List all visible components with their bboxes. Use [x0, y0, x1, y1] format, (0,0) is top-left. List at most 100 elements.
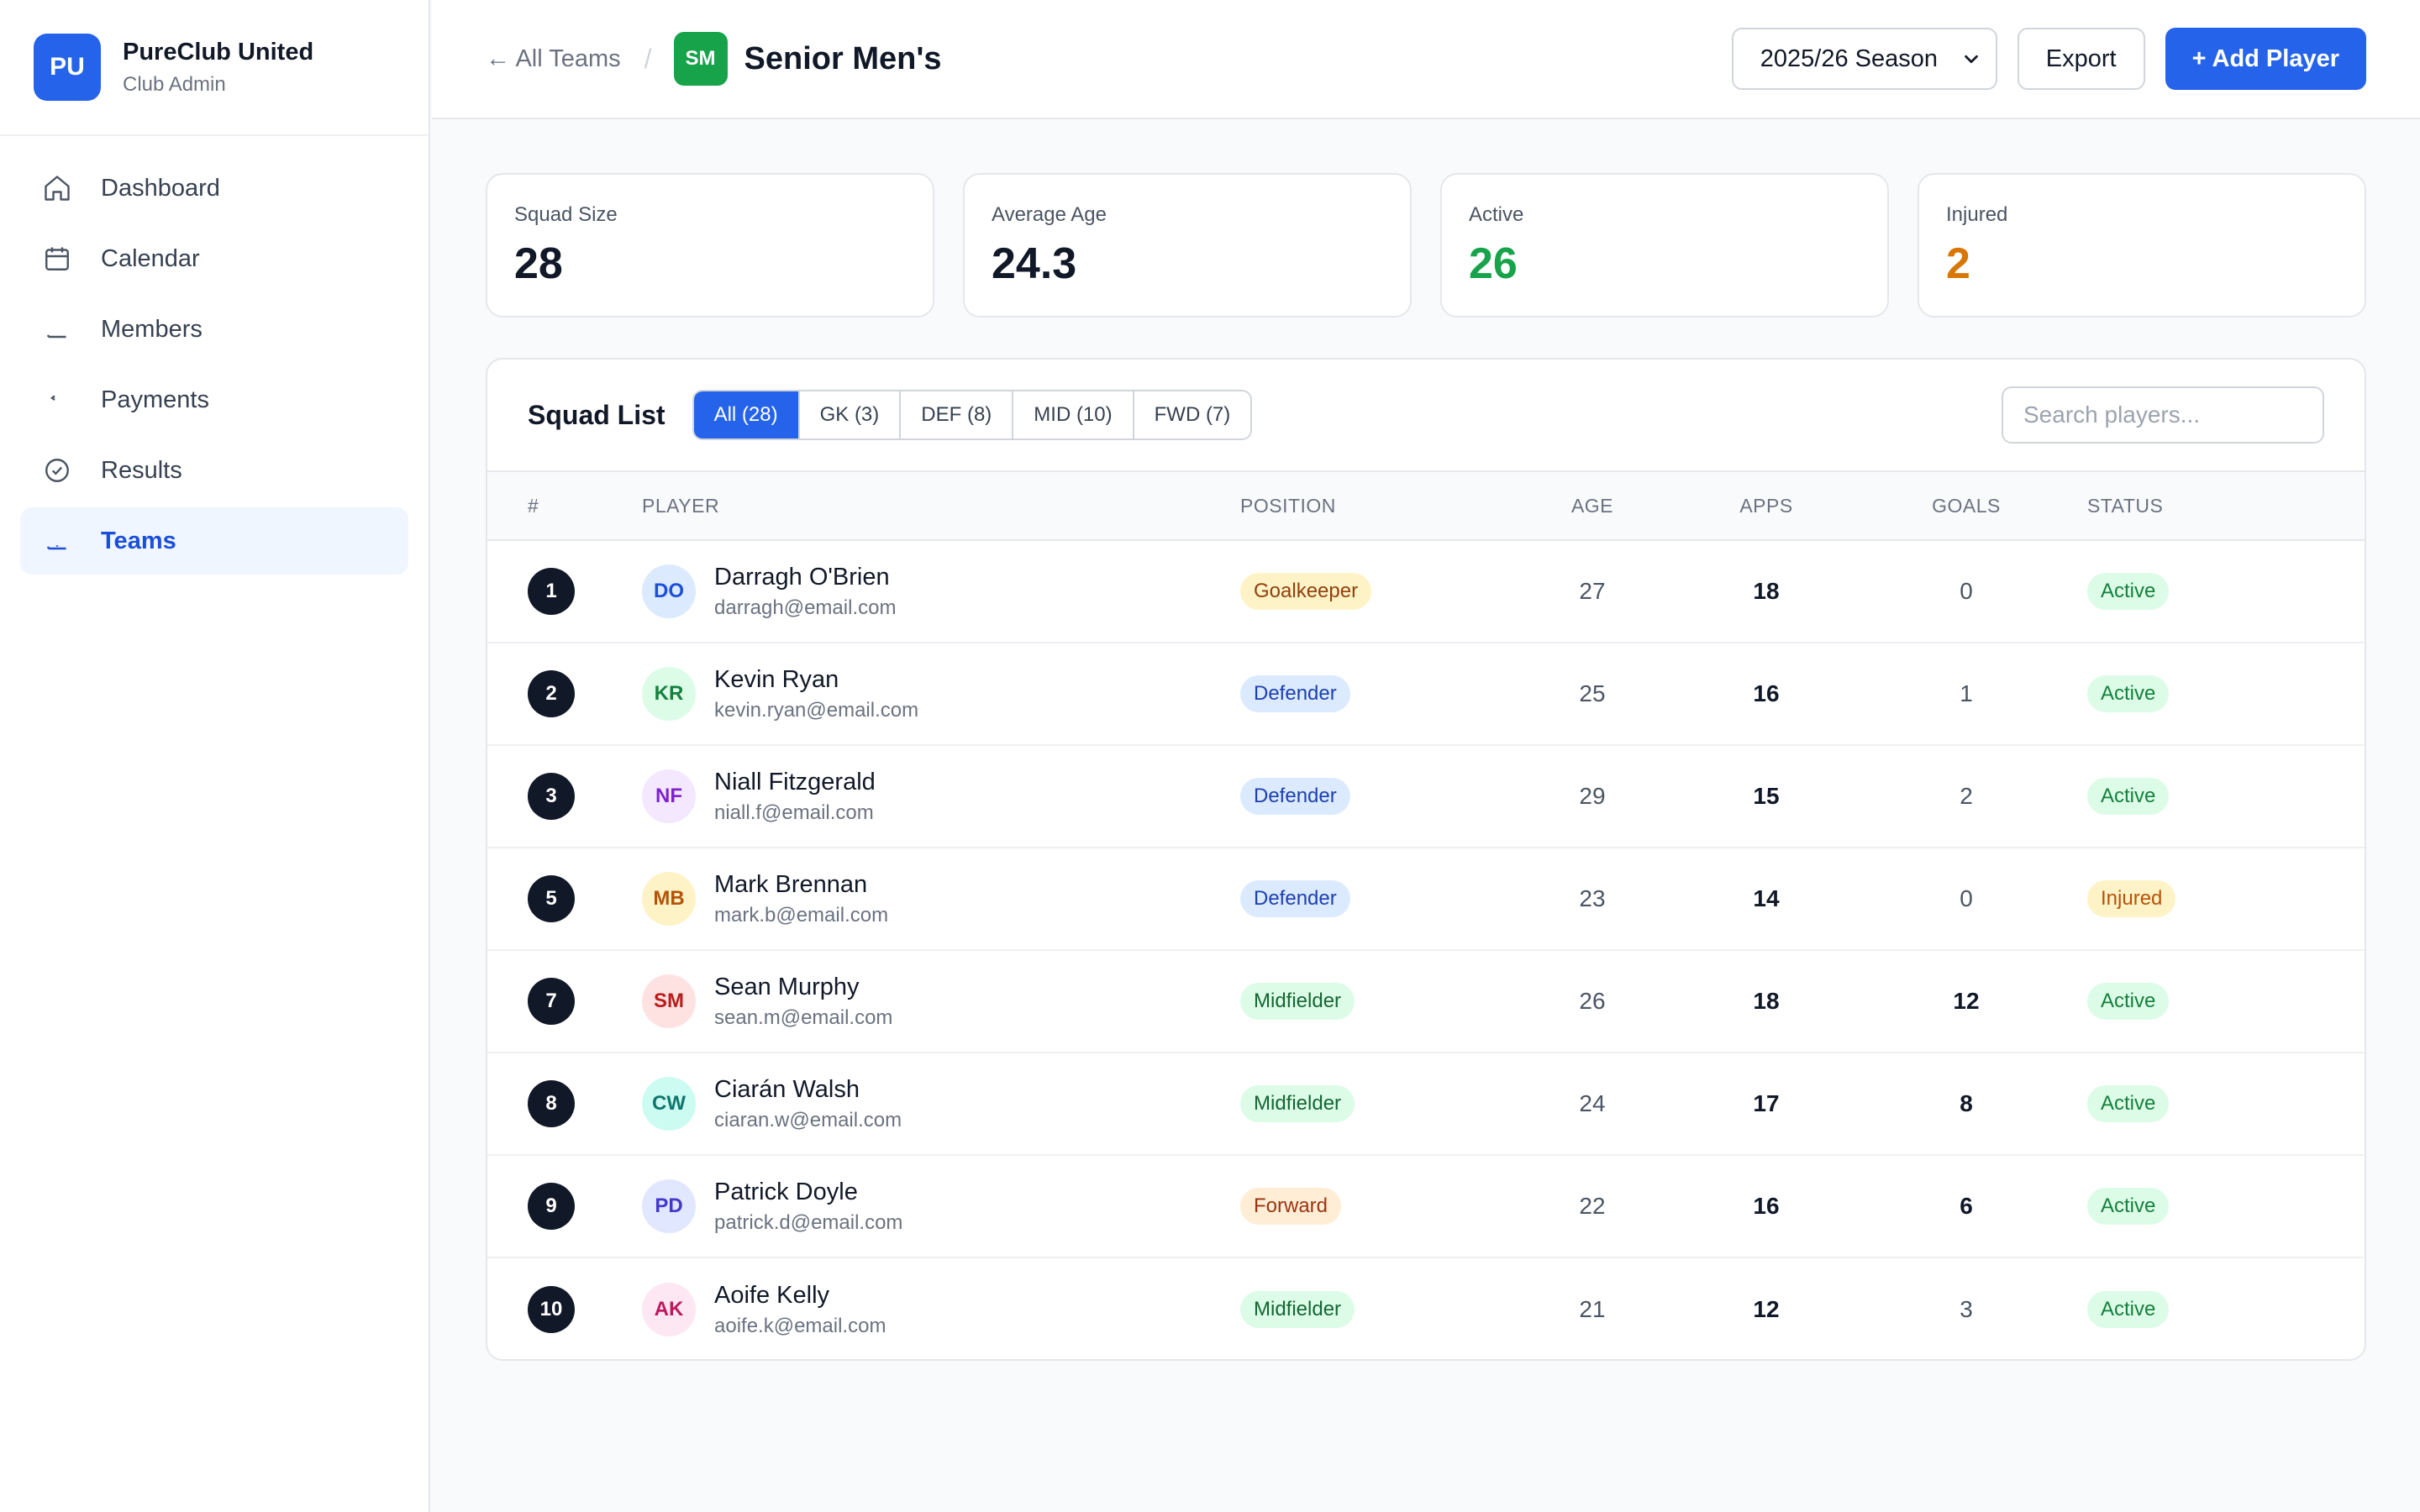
column-header-number[interactable]: #: [528, 494, 539, 517]
apps-cell: 17: [1753, 1090, 1780, 1116]
filter-gk[interactable]: GK (3): [799, 391, 902, 438]
filter-def[interactable]: DEF (8): [901, 391, 1014, 438]
sidebar-nav: Dashboard Calendar Members Payments Resu…: [0, 136, 429, 596]
player-email: darragh@email.com: [714, 596, 897, 619]
status-cell: Active: [2040, 1085, 2365, 1122]
player-name[interactable]: Niall Fitzgerald: [714, 768, 876, 795]
position-cell: Defender: [1240, 880, 1544, 917]
number-cell: 3: [487, 773, 642, 820]
apps-cell: 14: [1753, 885, 1780, 911]
goals-cell: 8: [1960, 1090, 1973, 1116]
status-badge: Active: [2087, 983, 2170, 1020]
player-cell: SM Sean Murphy sean.m@email.com: [642, 974, 1240, 1030]
age-cell: 25: [1579, 680, 1606, 706]
column-header-player[interactable]: PLAYER: [642, 494, 720, 517]
stat-card-squad-size: Squad Size 28: [486, 173, 934, 318]
sidebar-item-results[interactable]: Results: [20, 437, 408, 504]
export-button[interactable]: Export: [2017, 28, 2145, 90]
apps-cell: 12: [1753, 1296, 1780, 1322]
shirt-number-badge: 3: [528, 773, 575, 820]
age-cell: 26: [1579, 988, 1606, 1014]
sidebar-item-payments[interactable]: Payments: [20, 366, 408, 433]
player-info: Kevin Ryan kevin.ryan@email.com: [714, 666, 918, 722]
status-cell: Active: [2040, 573, 2365, 610]
status-cell: Injured: [2040, 880, 2365, 917]
table-row[interactable]: 10 AK Aoife Kelly aoife.k@email.com Midf…: [487, 1258, 2365, 1359]
home-icon: [40, 171, 74, 205]
sidebar-item-label: Dashboard: [101, 174, 220, 202]
player-info: Sean Murphy sean.m@email.com: [714, 974, 892, 1030]
filter-fwd[interactable]: FWD (7): [1134, 391, 1251, 438]
table-row[interactable]: 7 SM Sean Murphy sean.m@email.com Midfie…: [487, 951, 2365, 1053]
player-name[interactable]: Ciarán Walsh: [714, 1075, 860, 1103]
position-badge: Midfielder: [1240, 983, 1355, 1020]
number-cell: 1: [487, 568, 642, 615]
sidebar-item-calendar[interactable]: Calendar: [20, 225, 408, 292]
filter-mid[interactable]: MID (10): [1013, 391, 1134, 438]
calendar-icon: [40, 242, 74, 276]
brand-text: PureClub United Club Admin: [123, 39, 313, 97]
goals-cell: 2: [1960, 783, 1973, 809]
player-email: sean.m@email.com: [714, 1005, 893, 1029]
table-row[interactable]: 2 KR Kevin Ryan kevin.ryan@email.com Def…: [487, 643, 2365, 746]
number-cell: 5: [487, 875, 642, 922]
player-name[interactable]: Kevin Ryan: [714, 665, 839, 693]
age-cell: 23: [1579, 885, 1606, 911]
squad-list-title: Squad List: [528, 399, 666, 430]
status-cell: Active: [2040, 675, 2365, 712]
column-header-apps[interactable]: APPS: [1739, 494, 1793, 517]
chevron-down-icon: [1964, 55, 1978, 64]
player-name[interactable]: Mark Brennan: [714, 870, 868, 898]
filter-all[interactable]: All (28): [693, 391, 800, 438]
back-to-teams-link[interactable]: ← All Teams: [486, 45, 621, 72]
shirt-number-badge: 7: [528, 978, 575, 1025]
avatar: NF: [642, 769, 696, 823]
sidebar-item-dashboard[interactable]: Dashboard: [20, 155, 408, 222]
player-name[interactable]: Darragh O'Brien: [714, 563, 890, 591]
table-row[interactable]: 3 NF Niall Fitzgerald niall.f@email.com …: [487, 746, 2365, 848]
player-info: Niall Fitzgerald niall.f@email.com: [714, 769, 876, 825]
position-cell: Defender: [1240, 675, 1544, 712]
brand: PU PureClub United Club Admin: [0, 0, 429, 136]
position-badge: Defender: [1240, 778, 1350, 815]
top-header: ← All Teams / SM Senior Men's 2025/26 Se…: [432, 0, 2420, 119]
stat-label: Squad Size: [514, 203, 618, 226]
stat-value: 28: [514, 239, 563, 288]
search-players-input[interactable]: [2002, 386, 2324, 444]
player-name[interactable]: Aoife Kelly: [714, 1281, 830, 1309]
sidebar-item-teams[interactable]: Teams: [20, 507, 408, 575]
shirt-number-badge: 8: [528, 1080, 575, 1127]
add-player-button[interactable]: + Add Player: [2165, 28, 2366, 90]
sidebar-item-label: Members: [101, 315, 203, 343]
goals-cell: 3: [1960, 1296, 1973, 1322]
stat-label: Injured: [1946, 203, 2008, 226]
table-row[interactable]: 8 CW Ciarán Walsh ciaran.w@email.com Mid…: [487, 1053, 2365, 1156]
squad-list-header: Squad List All (28) GK (3) DEF (8) MID (…: [487, 360, 2365, 472]
column-header-position[interactable]: POSITION: [1240, 494, 1336, 517]
stat-value: 24.3: [992, 239, 1077, 288]
table-row[interactable]: 5 MB Mark Brennan mark.b@email.com Defen…: [487, 848, 2365, 951]
column-header-status[interactable]: STATUS: [2087, 494, 2164, 517]
column-header-age[interactable]: AGE: [1570, 494, 1614, 517]
player-name[interactable]: Sean Murphy: [714, 973, 860, 1000]
payments-icon: [40, 383, 74, 417]
sidebar-item-members[interactable]: Members: [20, 296, 408, 363]
number-cell: 2: [487, 670, 642, 717]
player-name[interactable]: Patrick Doyle: [714, 1178, 858, 1205]
column-header-goals[interactable]: GOALS: [1932, 494, 2001, 517]
avatar: CW: [642, 1077, 696, 1131]
table-row[interactable]: 9 PD Patrick Doyle patrick.d@email.com F…: [487, 1156, 2365, 1258]
apps-cell: 16: [1753, 680, 1780, 706]
table-row[interactable]: 1 DO Darragh O'Brien darragh@email.com G…: [487, 541, 2365, 643]
table-header: # PLAYER POSITION AGE APPS GOALS STATUS: [487, 472, 2365, 541]
status-badge: Active: [2087, 1188, 2170, 1225]
player-email: niall.f@email.com: [714, 801, 874, 824]
position-cell: Forward: [1240, 1188, 1544, 1225]
apps-cell: 18: [1753, 988, 1780, 1014]
number-cell: 8: [487, 1080, 642, 1127]
number-cell: 10: [487, 1286, 642, 1333]
season-select[interactable]: 2025/26 Season: [1731, 28, 1997, 90]
age-cell: 22: [1579, 1193, 1606, 1219]
club-role: Club Admin: [123, 72, 226, 96]
status-badge: Active: [2087, 1291, 2170, 1328]
